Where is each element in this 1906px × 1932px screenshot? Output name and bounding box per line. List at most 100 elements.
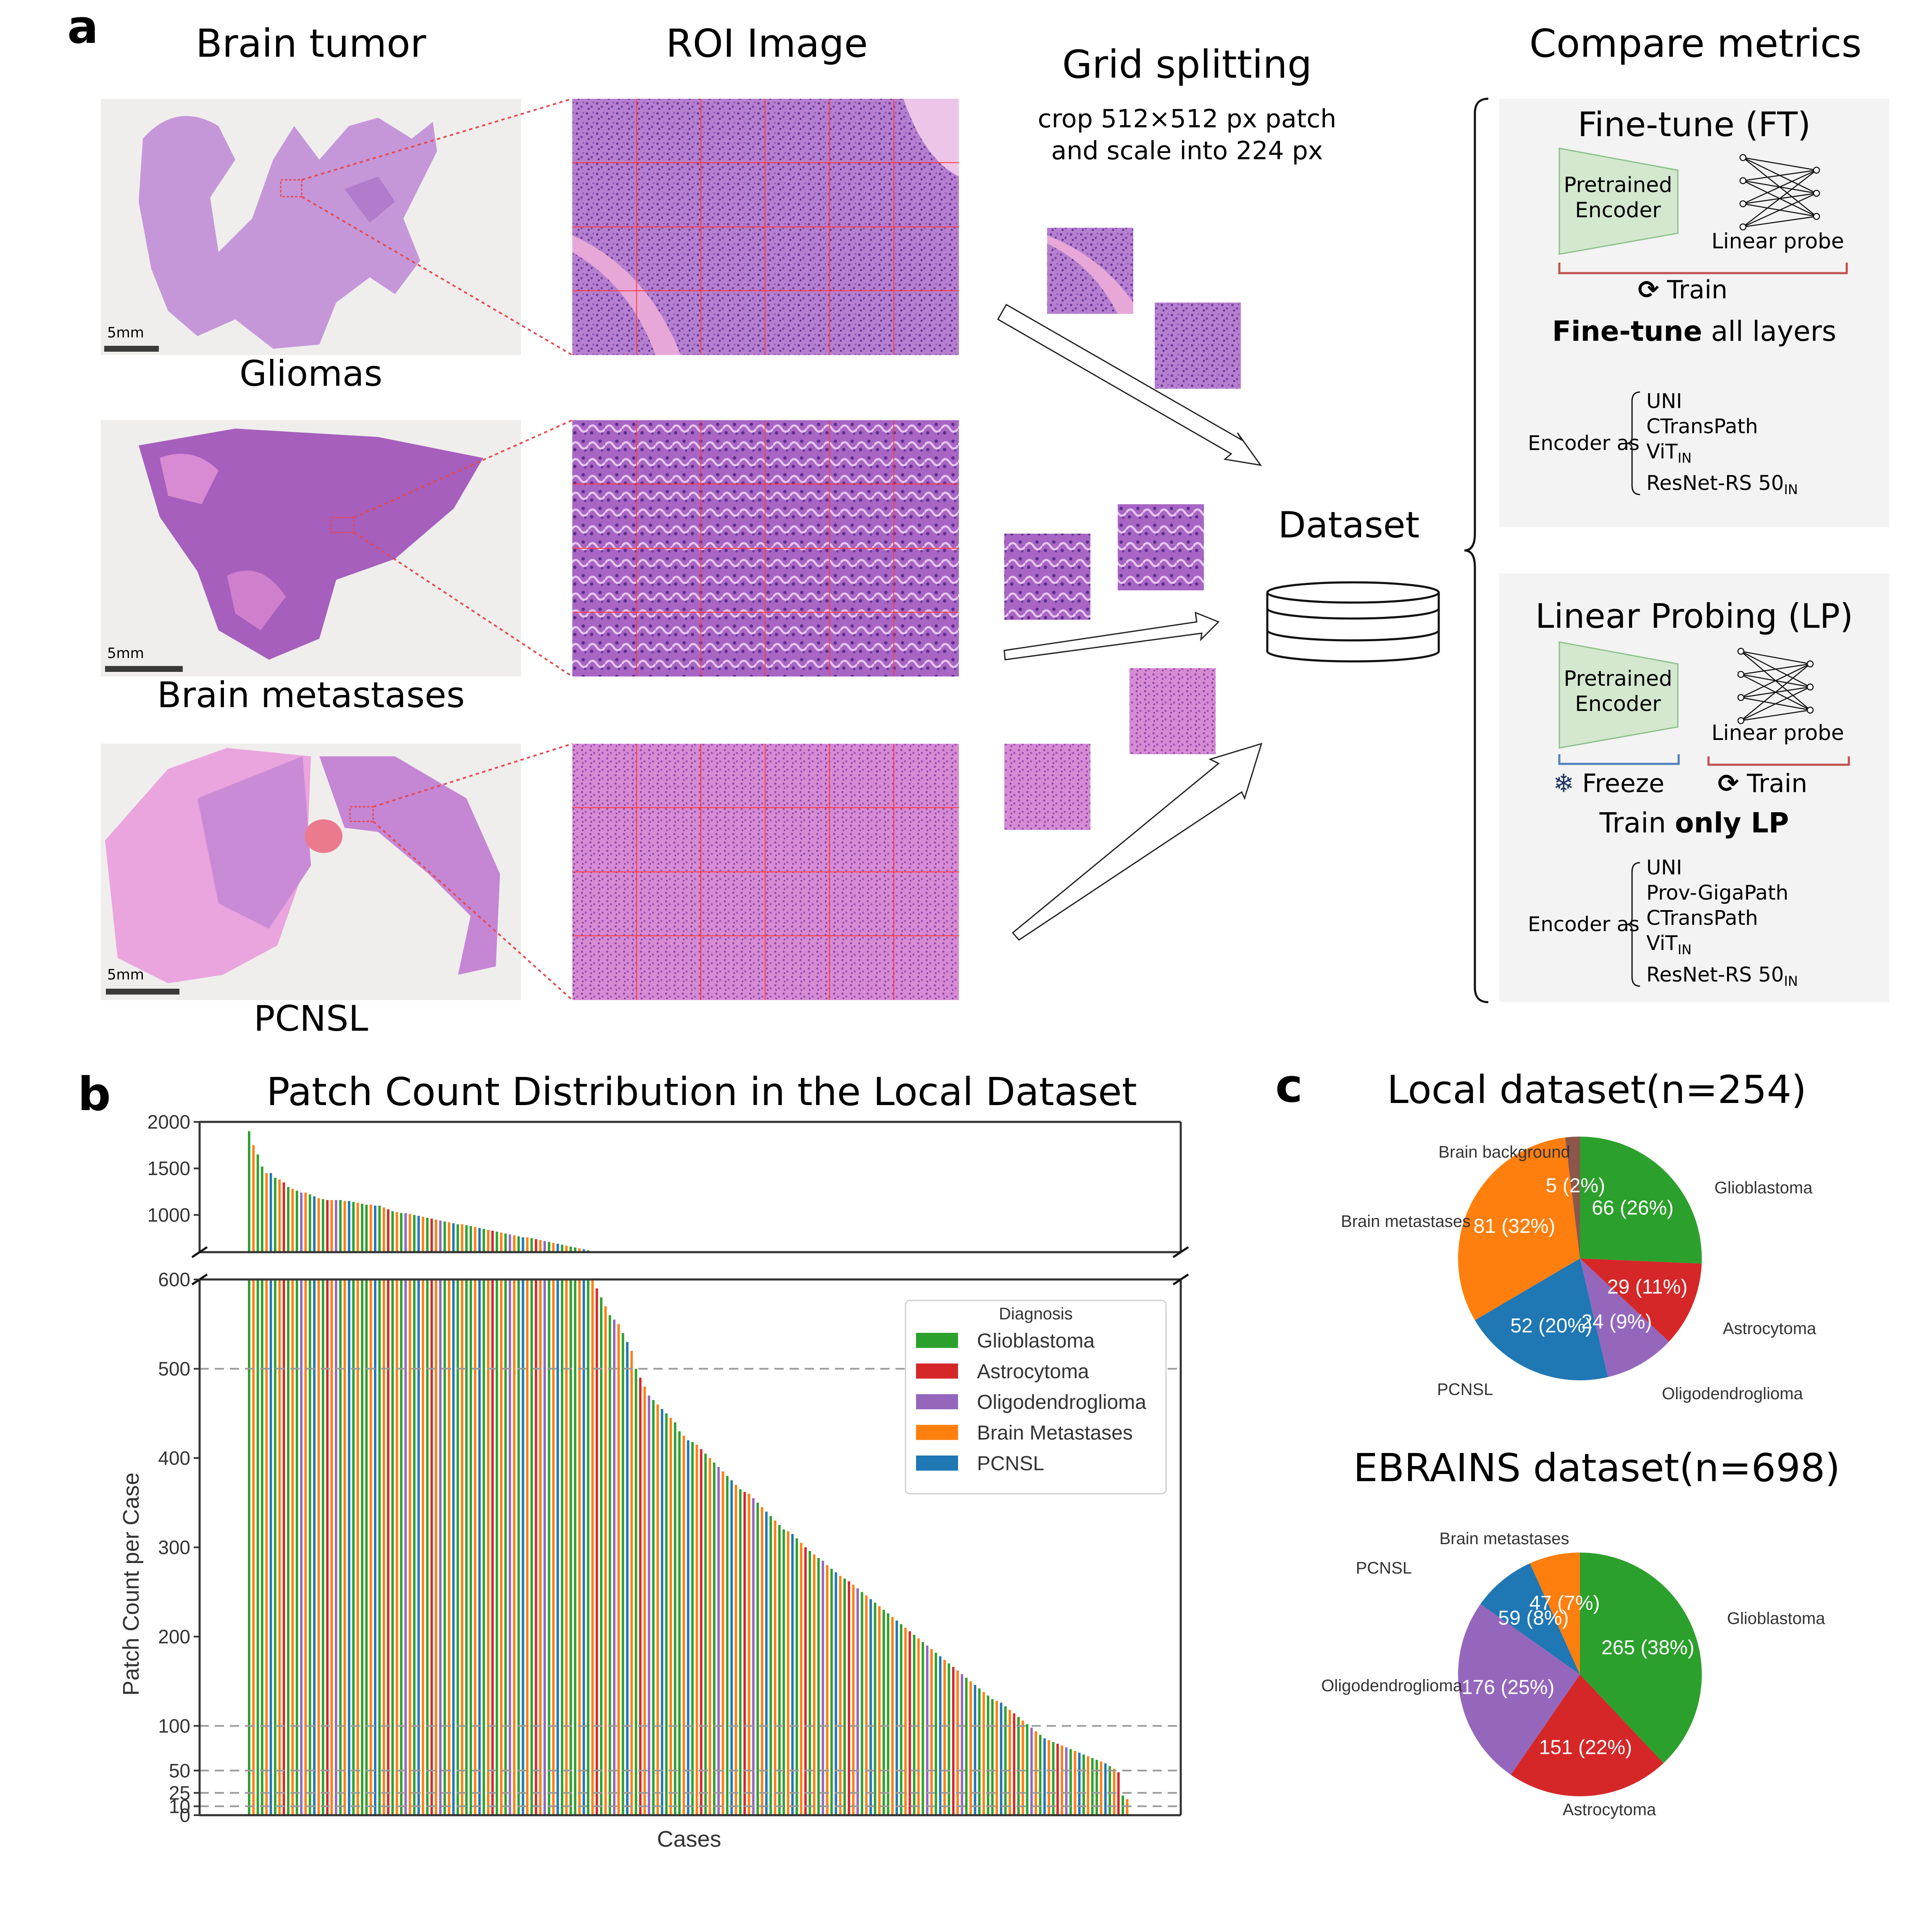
bar bbox=[452, 1279, 455, 1815]
bar bbox=[321, 1279, 324, 1815]
bar bbox=[882, 1610, 885, 1815]
pie-value-label: 66 (26%) bbox=[1592, 1197, 1674, 1219]
bar bbox=[295, 1279, 298, 1815]
database-icon bbox=[1266, 581, 1440, 663]
train-label-group: ⟳ Train bbox=[1718, 769, 1807, 798]
bar bbox=[756, 1503, 759, 1815]
fine-tune-summary: Fine-tune all layers bbox=[1499, 315, 1889, 347]
bar-chart-xlabel: Cases bbox=[657, 1827, 721, 1852]
bar-upper bbox=[287, 1187, 290, 1252]
bar bbox=[961, 1674, 964, 1815]
linear-probing-summary-bold: only LP bbox=[1674, 807, 1789, 839]
pie-value-label: 265 (38%) bbox=[1601, 1637, 1694, 1659]
bar bbox=[343, 1279, 346, 1815]
bar-upper bbox=[330, 1200, 333, 1252]
pie-value-label: 151 (22%) bbox=[1539, 1736, 1632, 1758]
legend-swatch bbox=[916, 1394, 958, 1409]
compare-brace bbox=[1464, 97, 1489, 1003]
patch-metastases-2 bbox=[1118, 504, 1204, 590]
bar bbox=[1065, 1747, 1068, 1815]
pie-category-label: Astrocytoma bbox=[1723, 1319, 1816, 1338]
bar-upper bbox=[343, 1201, 346, 1252]
bar bbox=[252, 1279, 255, 1815]
bar-upper bbox=[569, 1246, 572, 1252]
bar bbox=[821, 1561, 824, 1815]
patch-gliomas-1-vessel bbox=[1047, 235, 1133, 314]
bar bbox=[713, 1462, 716, 1815]
bar bbox=[482, 1279, 485, 1815]
bar bbox=[404, 1279, 407, 1815]
bar-upper bbox=[495, 1232, 498, 1252]
arrow-metastases bbox=[1003, 611, 1220, 661]
encoder-item: CTransPath bbox=[1646, 415, 1758, 438]
bar bbox=[630, 1351, 633, 1815]
arrow-pcnsl bbox=[1011, 742, 1263, 941]
pie-slice bbox=[1475, 1258, 1608, 1380]
bar bbox=[613, 1319, 616, 1815]
bar bbox=[548, 1279, 550, 1815]
bar bbox=[1013, 1713, 1016, 1815]
bar bbox=[1104, 1763, 1107, 1815]
bar bbox=[308, 1279, 311, 1815]
grid-splitting-subtitle: crop 512×512 px patch and scale into 224… bbox=[987, 103, 1387, 167]
pie-value-label: 24 (9%) bbox=[1581, 1311, 1652, 1333]
axis-break-mark bbox=[1172, 1246, 1189, 1258]
bar-upper bbox=[282, 1182, 285, 1252]
bar-upper bbox=[361, 1203, 363, 1252]
bar bbox=[908, 1631, 911, 1815]
bar bbox=[621, 1333, 624, 1815]
pie-category-label: Brain background bbox=[1438, 1143, 1570, 1161]
bar bbox=[1082, 1754, 1085, 1815]
bar-upper bbox=[565, 1245, 568, 1252]
pie-value-label: 29 (11%) bbox=[1607, 1276, 1687, 1298]
bar-upper bbox=[274, 1177, 276, 1252]
bar-upper bbox=[313, 1196, 316, 1252]
train-label: Train bbox=[1747, 769, 1808, 798]
bar bbox=[643, 1387, 646, 1815]
pie-category-label: Oligodendroglioma bbox=[1662, 1385, 1803, 1403]
pie-value-label: 47 (7%) bbox=[1529, 1592, 1600, 1614]
bar bbox=[269, 1279, 272, 1815]
bar-upper bbox=[578, 1248, 581, 1252]
bar-upper bbox=[526, 1237, 529, 1252]
bar-upper bbox=[317, 1198, 320, 1252]
scalebar-label-metastases: 5mm bbox=[107, 645, 144, 662]
bar bbox=[878, 1606, 881, 1815]
pie-slice bbox=[1580, 1553, 1702, 1763]
fine-tune-summary-rest: all layers bbox=[1702, 315, 1837, 347]
encoder-line-2: Encoder bbox=[1575, 692, 1661, 716]
legend-swatch bbox=[916, 1425, 958, 1440]
grid-subtitle-line-2: and scale into 224 px bbox=[1051, 136, 1323, 166]
pie-slice bbox=[1580, 1258, 1702, 1342]
bar-upper bbox=[543, 1241, 546, 1252]
scalebar-metastases bbox=[105, 666, 183, 672]
bar-chart-ylabel: Patch Count per Case bbox=[118, 1472, 144, 1695]
bar bbox=[326, 1279, 329, 1815]
bar-upper bbox=[248, 1131, 250, 1252]
bar-upper bbox=[461, 1224, 463, 1252]
bar bbox=[913, 1635, 916, 1815]
slide-caption-pcnsl: PCNSL bbox=[253, 998, 369, 1039]
y-tick-label: 50 bbox=[169, 1760, 190, 1782]
pie-slice bbox=[1530, 1553, 1580, 1674]
bar bbox=[848, 1581, 850, 1815]
bar-upper bbox=[478, 1228, 481, 1252]
legend-label: PCNSL bbox=[977, 1453, 1044, 1475]
slide-pcnsl bbox=[101, 744, 521, 1000]
axis-break-mark bbox=[1172, 1273, 1189, 1286]
bar bbox=[1004, 1706, 1007, 1815]
bar bbox=[352, 1279, 355, 1815]
bar-upper bbox=[295, 1190, 298, 1252]
pie-category-label: Astrocytoma bbox=[1563, 1800, 1656, 1819]
bar bbox=[761, 1507, 763, 1815]
bar bbox=[956, 1670, 959, 1815]
bar-chart-title: Patch Count Distribution in the Local Da… bbox=[266, 1069, 1137, 1114]
pie-category-label: Brain metastases bbox=[1341, 1212, 1471, 1231]
encoder-item: ResNet-RS 50IN bbox=[1646, 963, 1798, 989]
bar bbox=[491, 1279, 494, 1815]
pretrained-encoder-shape bbox=[1558, 641, 1679, 749]
bar bbox=[348, 1279, 350, 1815]
bar-upper bbox=[265, 1173, 268, 1252]
bar-upper bbox=[374, 1206, 376, 1252]
bar-upper bbox=[304, 1192, 307, 1252]
